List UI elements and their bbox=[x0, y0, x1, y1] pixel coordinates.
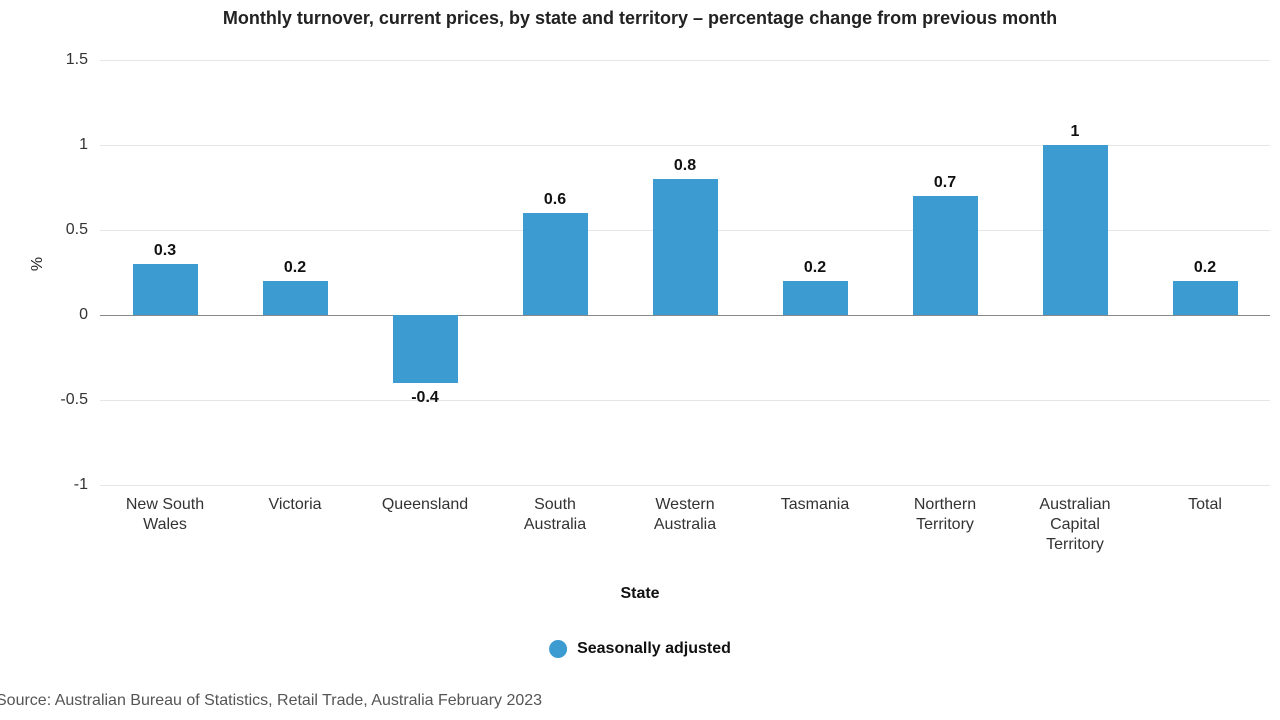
bar-value-label: 0.2 bbox=[804, 259, 826, 277]
y-tick-label: 1.5 bbox=[66, 51, 100, 69]
bar bbox=[133, 264, 198, 315]
x-tick-label: Total bbox=[1143, 485, 1267, 515]
bar bbox=[913, 196, 978, 315]
bar bbox=[653, 179, 718, 315]
bar bbox=[1043, 145, 1108, 315]
x-tick-label: AustralianCapitalTerritory bbox=[1013, 485, 1137, 555]
bar bbox=[1173, 281, 1238, 315]
plot-area: -1-0.500.511.50.3New SouthWales0.2Victor… bbox=[100, 60, 1270, 485]
x-tick-label: Queensland bbox=[363, 485, 487, 515]
bar-value-label: 0.6 bbox=[544, 191, 566, 209]
x-tick-label: NorthernTerritory bbox=[883, 485, 1007, 535]
x-tick-label: New SouthWales bbox=[103, 485, 227, 535]
bar-value-label: 0.3 bbox=[154, 242, 176, 260]
y-tick-label: 1 bbox=[79, 136, 100, 154]
x-tick-label: WesternAustralia bbox=[623, 485, 747, 535]
bar-value-label: 0.8 bbox=[674, 157, 696, 175]
source-text: Source: Australian Bureau of Statistics,… bbox=[0, 692, 542, 710]
x-tick-label: Tasmania bbox=[753, 485, 877, 515]
bar-value-label: 0.2 bbox=[284, 259, 306, 277]
bar-value-label: 0.2 bbox=[1194, 259, 1216, 277]
zero-line bbox=[100, 315, 1270, 316]
x-tick-label: Victoria bbox=[233, 485, 357, 515]
chart-container: Monthly turnover, current prices, by sta… bbox=[0, 0, 1280, 720]
y-axis-label: % bbox=[29, 257, 47, 271]
bar bbox=[523, 213, 588, 315]
legend-label: Seasonally adjusted bbox=[577, 640, 731, 658]
gridline bbox=[100, 60, 1270, 61]
chart-title: Monthly turnover, current prices, by sta… bbox=[0, 8, 1280, 29]
bar-value-label: 0.7 bbox=[934, 174, 956, 192]
x-tick-label: SouthAustralia bbox=[493, 485, 617, 535]
bar-value-label: 1 bbox=[1071, 123, 1080, 141]
bar bbox=[783, 281, 848, 315]
x-axis-label: State bbox=[620, 585, 659, 603]
y-tick-label: -1 bbox=[74, 476, 100, 494]
y-tick-label: 0 bbox=[79, 306, 100, 324]
bar bbox=[263, 281, 328, 315]
y-tick-label: 0.5 bbox=[66, 221, 100, 239]
bar bbox=[393, 315, 458, 383]
y-tick-label: -0.5 bbox=[60, 391, 100, 409]
gridline bbox=[100, 400, 1270, 401]
legend-swatch-icon bbox=[549, 640, 567, 658]
legend: Seasonally adjusted bbox=[549, 640, 731, 658]
bar-value-label: -0.4 bbox=[411, 389, 439, 407]
